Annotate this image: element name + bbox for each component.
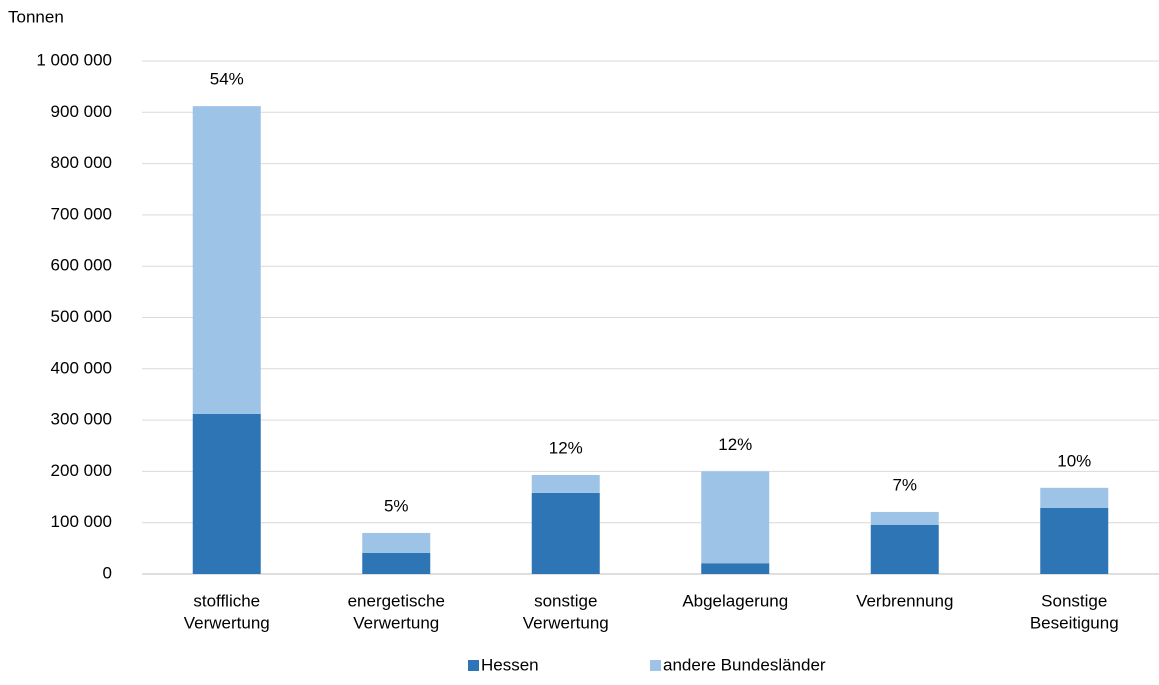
- legend-swatch: [650, 660, 661, 671]
- bar-segment: [531, 474, 600, 493]
- x-tick-label: energetische: [348, 591, 445, 610]
- y-tick-label: 600 000: [51, 256, 112, 275]
- bar-segment: [870, 524, 939, 574]
- bar-segment: [192, 106, 261, 414]
- bar-annotation: 7%: [892, 475, 917, 494]
- y-axis-label: Tonnen: [8, 7, 64, 26]
- bar-segment: [192, 413, 261, 574]
- bar-segment: [531, 492, 600, 574]
- x-tick-label: Verwertung: [184, 613, 270, 632]
- x-tick-label: Verwertung: [353, 613, 439, 632]
- x-tick-label: Beseitigung: [1030, 613, 1119, 632]
- bar-annotation: 12%: [718, 435, 752, 454]
- bar-segment: [1040, 507, 1109, 574]
- bar-segment: [701, 471, 770, 564]
- bar-segment: [870, 511, 939, 525]
- x-tick-label: Verbrennung: [856, 591, 953, 610]
- bar-segment: [1040, 487, 1109, 508]
- bar-annotation: 12%: [549, 438, 583, 457]
- bar-annotation: 54%: [210, 70, 244, 89]
- bar-segment: [362, 532, 431, 553]
- legend-label: Hessen: [481, 655, 539, 674]
- legend-swatch: [468, 660, 479, 671]
- y-tick-label: 1 000 000: [36, 50, 112, 69]
- y-tick-label: 800 000: [51, 153, 112, 172]
- y-tick-label: 0: [103, 563, 112, 582]
- x-tick-label: stoffliche: [193, 591, 260, 610]
- legend-label: andere Bundesländer: [663, 655, 826, 674]
- x-tick-label: Abgelagerung: [682, 591, 788, 610]
- bar-annotation: 5%: [384, 496, 409, 515]
- bar-segment: [362, 552, 431, 574]
- x-tick-label: Sonstige: [1041, 591, 1107, 610]
- y-tick-label: 500 000: [51, 307, 112, 326]
- y-tick-label: 900 000: [51, 102, 112, 121]
- bar-annotation: 10%: [1057, 451, 1091, 470]
- y-tick-label: 400 000: [51, 358, 112, 377]
- y-tick-label: 300 000: [51, 410, 112, 429]
- bar-segment: [701, 563, 770, 574]
- y-tick-label: 200 000: [51, 461, 112, 480]
- y-tick-label: 700 000: [51, 204, 112, 223]
- x-tick-label: sonstige: [534, 591, 597, 610]
- x-tick-label: Verwertung: [523, 613, 609, 632]
- y-tick-label: 100 000: [51, 512, 112, 531]
